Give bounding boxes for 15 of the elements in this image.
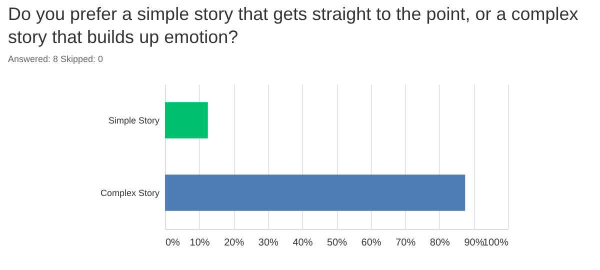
x-tick-label: 50% xyxy=(326,238,348,248)
text: Answered: 8 Skipped: 0 xyxy=(8,54,104,64)
x-tick-label: 90% xyxy=(464,238,484,248)
x-tick-label: 80% xyxy=(430,238,450,248)
chart-title: Do you prefer a simple story that gets straight to the point, or a complex story that builds up emotion? xyxy=(8,4,578,47)
x-tick-label: 40% xyxy=(292,238,313,248)
y-tick-label: Simple Story xyxy=(108,115,160,126)
x-tick-label: 70% xyxy=(396,238,416,248)
x-tick-label: 10% xyxy=(190,238,210,248)
x-tick-label: 30% xyxy=(258,238,279,248)
y-tick-label: Complex Story xyxy=(100,188,160,198)
x-tick-label: 20% xyxy=(224,238,244,248)
x-tick-label: 0% xyxy=(166,238,180,248)
x-tick-label: 60% xyxy=(361,238,382,248)
x-tick-label: 100% xyxy=(482,238,509,248)
